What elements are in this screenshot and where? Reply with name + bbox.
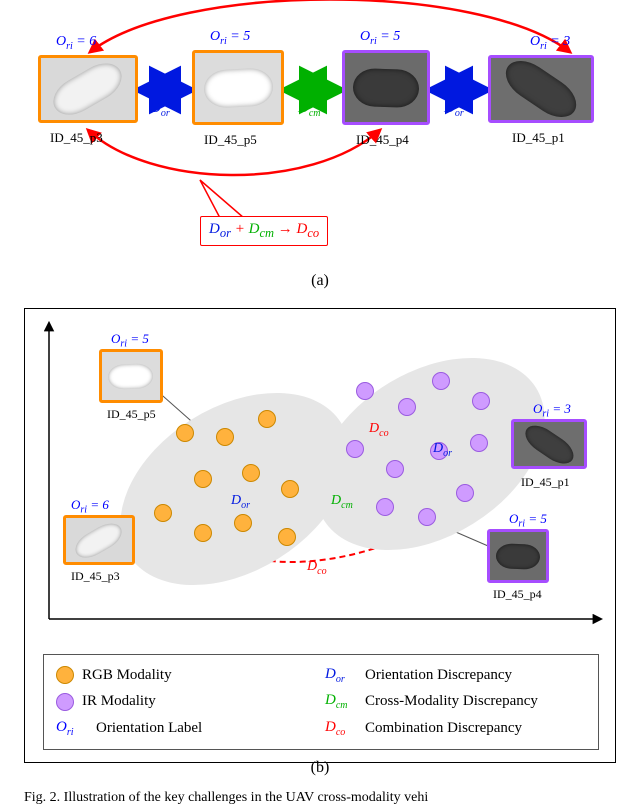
ori-b-p4: Ori = 5 <box>509 511 547 530</box>
ir-dot <box>418 508 436 526</box>
legend: RGB Modality Dor Orientation Discrepancy… <box>43 654 599 750</box>
id-b-p1: ID_45_p1 <box>521 475 570 490</box>
rgb-dot <box>281 480 299 498</box>
ir-dot <box>346 440 364 458</box>
id-b-p3: ID_45_p3 <box>71 569 120 584</box>
chart-label-dcm: Dcm <box>331 493 353 511</box>
chart-label-dor-l: Dor <box>231 493 250 511</box>
ir-dot <box>386 460 404 478</box>
chart-label-dco-t: Dco <box>369 421 389 439</box>
ir-dot <box>456 484 474 502</box>
rgb-dot <box>234 514 252 532</box>
thumb-b-p5 <box>99 349 163 403</box>
rgb-dot <box>278 528 296 546</box>
rgb-dot <box>176 424 194 442</box>
chart-label-dco-b: Dco <box>307 559 327 577</box>
thumb-b-p1 <box>511 419 587 469</box>
ir-dot <box>376 498 394 516</box>
ir-dot <box>356 382 374 400</box>
id-b-p5: ID_45_p5 <box>107 407 156 422</box>
legend-dor: Dor Orientation Discrepancy <box>325 666 586 685</box>
label-dor-left: Dor <box>150 100 170 119</box>
chart-area: Ori = 5 Ori = 6 Ori = 3 Ori = 5 ID_45_p5… <box>35 319 607 629</box>
ori-label-p3: Ori = 6 <box>56 34 96 52</box>
panel-a: Ori = 6 Ori = 5 Ori = 5 Ori = 3 ID_45_p3… <box>0 0 640 300</box>
id-label-p1: ID_45_p1 <box>512 130 565 146</box>
ori-label-p1: Ori = 3 <box>530 34 570 52</box>
formula-box: Dor + Dcm → Dco <box>200 216 328 246</box>
rgb-dot <box>242 464 260 482</box>
dot-icon <box>56 666 74 684</box>
thumb-p3 <box>38 55 138 123</box>
label-dcm: Dcm <box>298 100 321 119</box>
ori-b-p5: Ori = 5 <box>111 331 149 350</box>
thumb-b-p4 <box>487 529 549 583</box>
rgb-dot <box>194 470 212 488</box>
panel-b-frame: Ori = 5 Ori = 6 Ori = 3 Ori = 5 ID_45_p5… <box>24 308 616 763</box>
id-label-p3: ID_45_p3 <box>50 130 103 146</box>
id-label-p5: ID_45_p5 <box>204 132 257 148</box>
chart-label-dor-r: Dor <box>433 441 452 459</box>
dot-icon <box>56 693 74 711</box>
ir-dot <box>472 392 490 410</box>
legend-dco: Dco Combination Discrepancy <box>325 719 586 738</box>
ir-dot <box>432 372 450 390</box>
id-label-p4: ID_45_p4 <box>356 132 409 148</box>
ori-b-p1: Ori = 3 <box>533 401 571 420</box>
rgb-dot <box>194 524 212 542</box>
figure-caption: Fig. 2. Illustration of the key challeng… <box>24 790 428 806</box>
thumb-b-p3 <box>63 515 135 565</box>
thumb-p5 <box>192 50 284 125</box>
id-b-p4: ID_45_p4 <box>493 587 542 602</box>
caption-b: (b) <box>0 759 640 777</box>
thumb-p1 <box>488 55 594 123</box>
legend-ir: IR Modality <box>56 693 317 711</box>
ori-b-p3: Ori = 6 <box>71 497 109 516</box>
ir-dot <box>398 398 416 416</box>
rgb-dot <box>258 410 276 428</box>
thumb-p4 <box>342 50 430 125</box>
legend-rgb: RGB Modality <box>56 666 317 684</box>
rgb-dot <box>216 428 234 446</box>
ori-label-p5: Ori = 5 <box>210 29 250 47</box>
ori-label-p4: Ori = 5 <box>360 29 400 47</box>
label-dor-right: Dor <box>444 100 464 119</box>
legend-dcm: Dcm Cross-Modality Discrepancy <box>325 692 586 711</box>
rgb-dot <box>154 504 172 522</box>
caption-a: (a) <box>0 272 640 290</box>
ir-dot <box>470 434 488 452</box>
panel-b: Ori = 5 Ori = 6 Ori = 3 Ori = 5 ID_45_p5… <box>0 300 640 775</box>
legend-ori: Ori Orientation Label <box>56 719 317 738</box>
